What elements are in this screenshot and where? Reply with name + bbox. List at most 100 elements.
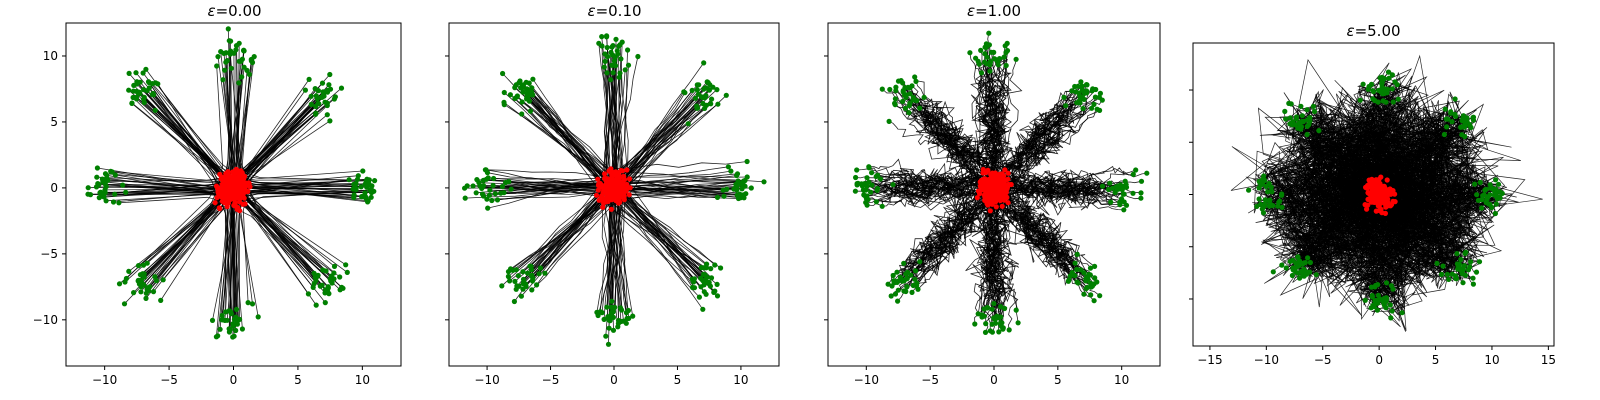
target-point [1495, 181, 1502, 187]
source-point [604, 184, 610, 190]
target-point [1270, 203, 1276, 209]
target-point [1369, 294, 1375, 300]
panel-3-plot-area: −10 −5 0 5 10 [824, 22, 1161, 387]
transport-path [1006, 197, 1098, 283]
source-point [1005, 200, 1011, 206]
x-tick-label: −10 [854, 373, 879, 387]
transport-paths [855, 33, 1147, 333]
target-point [596, 40, 602, 46]
source-point [1381, 185, 1388, 191]
transport-path [485, 169, 619, 177]
target-point [706, 280, 712, 286]
target-point [340, 285, 346, 291]
target-point [479, 191, 486, 197]
target-point [895, 78, 902, 84]
target-point [725, 164, 732, 170]
source-point [1378, 189, 1384, 195]
target-point [1256, 196, 1262, 202]
source-point [593, 192, 600, 198]
target-point [1476, 259, 1483, 265]
target-point [605, 54, 611, 60]
target-point [224, 317, 230, 323]
target-point [1279, 262, 1285, 268]
target-point [1492, 210, 1498, 217]
target-point [325, 288, 331, 295]
target-point [691, 276, 698, 282]
target-point [1383, 280, 1390, 286]
target-point [741, 192, 747, 198]
target-point [610, 309, 616, 315]
target-point [1484, 196, 1490, 202]
source-point [999, 203, 1005, 209]
target-point [225, 26, 231, 32]
transport-path [626, 96, 706, 186]
transport-path [620, 190, 704, 275]
source-point [243, 180, 249, 186]
target-point [617, 305, 624, 311]
target-point [1072, 260, 1078, 266]
target-point [877, 176, 884, 182]
target-point [1307, 115, 1313, 121]
transport-path [605, 45, 614, 190]
target-point [123, 189, 129, 195]
target-point [324, 112, 330, 118]
target-point [1465, 267, 1472, 273]
target-point [329, 280, 335, 286]
target-point [498, 190, 504, 196]
target-point [1379, 91, 1386, 97]
target-point [223, 309, 229, 315]
target-point [485, 205, 491, 211]
target-point [1112, 189, 1118, 196]
target-point [135, 263, 142, 269]
target-point [625, 62, 632, 68]
transport-path [987, 65, 1011, 185]
target-point [610, 314, 617, 320]
target-point [239, 326, 245, 332]
target-point [1138, 178, 1145, 184]
source-point [609, 197, 615, 203]
target-point [500, 70, 506, 77]
target-point [1301, 273, 1307, 279]
source-point [215, 190, 221, 196]
source-point [613, 184, 619, 190]
panel-2-plot-area: −10 −5 0 5 10 [445, 22, 780, 387]
transport-path [989, 179, 1127, 194]
target-point [890, 272, 896, 279]
target-point [912, 276, 918, 282]
target-point [320, 89, 326, 95]
target-point [1002, 305, 1008, 312]
source-point [1378, 206, 1384, 212]
target-point [1081, 96, 1087, 102]
panel-1-marks [85, 26, 378, 340]
transport-path [615, 187, 695, 280]
source-point [606, 168, 612, 174]
target-point [889, 283, 895, 289]
target-point [615, 324, 621, 330]
target-point [1375, 282, 1381, 288]
transport-path [611, 199, 705, 286]
target-point [369, 187, 375, 193]
transport-path [606, 104, 707, 179]
target-point [1262, 197, 1268, 203]
target-point [537, 265, 544, 271]
target-point [1304, 107, 1310, 113]
target-point [520, 89, 526, 95]
target-point [1293, 116, 1299, 122]
target-point [87, 192, 94, 198]
target-point [852, 188, 859, 194]
target-point [220, 77, 226, 83]
target-point [1301, 266, 1307, 272]
target-point [324, 102, 330, 109]
target-point [145, 79, 152, 85]
target-point [489, 197, 495, 204]
target-point [1092, 94, 1098, 100]
source-point [993, 199, 999, 205]
x-tick-label: 10 [733, 373, 748, 387]
source-point [979, 182, 985, 188]
target-point [1306, 122, 1312, 128]
transport-path [619, 65, 629, 188]
target-point [1389, 308, 1395, 314]
target-point [728, 168, 734, 174]
target-point [513, 286, 519, 292]
target-point [116, 281, 123, 287]
